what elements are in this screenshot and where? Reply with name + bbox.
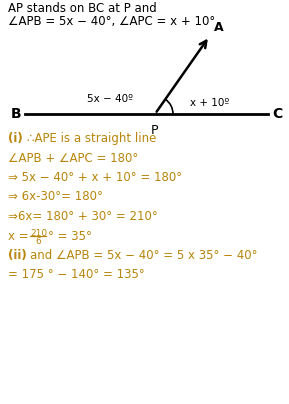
Text: = 175 ° − 140° = 135°: = 175 ° − 140° = 135°: [8, 269, 145, 282]
Text: AP stands on BC at P and: AP stands on BC at P and: [8, 2, 157, 15]
Text: 6: 6: [35, 236, 41, 246]
Text: ∠APB = 5x − 40°, ∠APC = x + 10°: ∠APB = 5x − 40°, ∠APC = x + 10°: [8, 15, 215, 28]
Text: x =: x =: [8, 229, 29, 242]
Text: x + 10º: x + 10º: [190, 98, 229, 108]
Text: P: P: [151, 124, 159, 137]
Text: ⇒6x= 180° + 30° = 210°: ⇒6x= 180° + 30° = 210°: [8, 210, 158, 223]
Text: C: C: [272, 107, 282, 121]
Text: ° = 35°: ° = 35°: [48, 229, 92, 242]
Text: A: A: [214, 21, 223, 34]
Text: (i): (i): [8, 132, 23, 145]
Text: B: B: [10, 107, 21, 121]
Text: ∠APB + ∠APC = 180°: ∠APB + ∠APC = 180°: [8, 152, 138, 164]
Text: 5x − 40º: 5x − 40º: [87, 94, 133, 104]
Text: (ii): (ii): [8, 249, 27, 262]
Text: and ∠APB = 5x − 40° = 5 x 35° − 40°: and ∠APB = 5x − 40° = 5 x 35° − 40°: [30, 249, 257, 262]
Text: ⇒ 5x − 40° + x + 10° = 180°: ⇒ 5x − 40° + x + 10° = 180°: [8, 171, 182, 184]
Text: ⇒ 6x-30°= 180°: ⇒ 6x-30°= 180°: [8, 191, 103, 204]
Text: 210: 210: [30, 229, 47, 238]
Text: ∴APE is a straight line: ∴APE is a straight line: [27, 132, 156, 145]
